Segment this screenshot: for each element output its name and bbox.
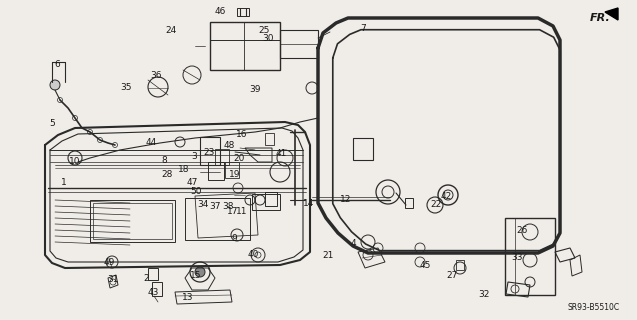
Bar — [353, 138, 373, 160]
Bar — [148, 268, 158, 280]
Text: 4: 4 — [351, 239, 356, 248]
Text: 14: 14 — [303, 199, 315, 208]
Text: 45: 45 — [420, 261, 431, 270]
Text: 12: 12 — [340, 196, 351, 204]
Text: 41: 41 — [276, 149, 287, 158]
Bar — [265, 192, 277, 206]
Text: 3: 3 — [191, 152, 197, 161]
Text: 24: 24 — [165, 26, 176, 35]
Text: 49: 49 — [104, 258, 115, 267]
Bar — [265, 133, 274, 145]
Bar — [215, 149, 229, 165]
Bar — [185, 198, 250, 240]
Text: 15: 15 — [190, 271, 202, 280]
Bar — [200, 137, 220, 165]
Text: 32: 32 — [478, 290, 490, 299]
Bar — [208, 162, 224, 180]
Bar — [225, 162, 239, 178]
Text: 39: 39 — [249, 85, 261, 94]
Text: 5: 5 — [49, 119, 55, 128]
Text: 20: 20 — [233, 154, 245, 163]
Bar — [90, 200, 175, 242]
Text: 16: 16 — [236, 130, 248, 139]
Text: 50: 50 — [190, 188, 202, 196]
Text: 43: 43 — [147, 288, 159, 297]
Bar — [93, 203, 172, 239]
Text: 13: 13 — [182, 293, 194, 302]
Text: 48: 48 — [224, 141, 235, 150]
Text: 38: 38 — [222, 202, 234, 211]
Text: 21: 21 — [322, 252, 334, 260]
Text: 36: 36 — [150, 71, 162, 80]
Text: 7: 7 — [360, 24, 366, 33]
Text: 11: 11 — [236, 207, 248, 216]
Text: 23: 23 — [203, 148, 215, 156]
Text: 42: 42 — [440, 192, 452, 201]
Text: 1: 1 — [61, 178, 67, 187]
Circle shape — [50, 80, 60, 90]
Text: 33: 33 — [512, 253, 523, 262]
Text: 6: 6 — [54, 60, 61, 68]
Circle shape — [195, 267, 205, 277]
Text: SR93-B5510C: SR93-B5510C — [568, 303, 620, 312]
Bar — [252, 194, 280, 210]
Bar — [152, 282, 162, 296]
Polygon shape — [605, 8, 618, 20]
Text: 47: 47 — [187, 178, 198, 187]
Text: 26: 26 — [517, 226, 528, 235]
Text: 37: 37 — [210, 202, 221, 211]
Text: 35: 35 — [120, 83, 132, 92]
Text: 27: 27 — [447, 271, 458, 280]
Text: 9: 9 — [231, 234, 238, 243]
Bar — [405, 198, 413, 208]
Text: FR.: FR. — [590, 13, 611, 23]
Text: 34: 34 — [197, 200, 208, 209]
Text: 44: 44 — [146, 138, 157, 147]
Text: 8: 8 — [161, 156, 168, 164]
Text: 31: 31 — [108, 276, 119, 284]
Text: 22: 22 — [431, 200, 442, 209]
Text: 25: 25 — [259, 26, 270, 35]
Text: 46: 46 — [214, 7, 225, 16]
Bar — [456, 260, 464, 270]
Text: 2: 2 — [144, 274, 149, 283]
Text: 19: 19 — [229, 170, 240, 179]
Text: 18: 18 — [178, 165, 189, 174]
Text: 30: 30 — [262, 34, 273, 43]
Text: 17: 17 — [227, 207, 238, 216]
Text: 28: 28 — [161, 170, 173, 179]
Text: 40: 40 — [248, 250, 259, 259]
Bar — [237, 8, 249, 16]
Text: 10: 10 — [69, 157, 81, 166]
